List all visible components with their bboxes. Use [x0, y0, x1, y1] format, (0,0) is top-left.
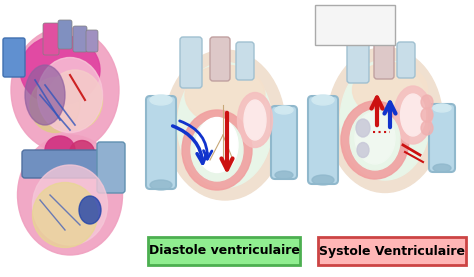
Ellipse shape: [356, 119, 370, 137]
Ellipse shape: [25, 65, 65, 125]
Ellipse shape: [37, 58, 102, 132]
Ellipse shape: [394, 86, 432, 144]
FancyBboxPatch shape: [271, 106, 297, 179]
Ellipse shape: [11, 27, 119, 153]
FancyBboxPatch shape: [180, 37, 202, 88]
Ellipse shape: [165, 50, 285, 200]
Ellipse shape: [30, 78, 80, 132]
FancyBboxPatch shape: [43, 23, 59, 55]
FancyBboxPatch shape: [97, 142, 125, 193]
Ellipse shape: [18, 135, 122, 255]
Ellipse shape: [421, 95, 433, 109]
FancyBboxPatch shape: [315, 5, 395, 45]
FancyBboxPatch shape: [236, 42, 254, 80]
Ellipse shape: [196, 117, 238, 173]
Ellipse shape: [150, 95, 172, 105]
FancyBboxPatch shape: [308, 96, 338, 184]
FancyBboxPatch shape: [429, 104, 455, 172]
Ellipse shape: [33, 183, 98, 248]
Ellipse shape: [275, 171, 293, 179]
Ellipse shape: [45, 136, 75, 164]
Ellipse shape: [353, 63, 428, 117]
Ellipse shape: [433, 164, 451, 172]
Ellipse shape: [355, 112, 395, 164]
FancyBboxPatch shape: [58, 20, 72, 49]
Text: Diastole ventriculaire: Diastole ventriculaire: [148, 245, 300, 258]
Ellipse shape: [350, 110, 400, 170]
Ellipse shape: [275, 106, 293, 114]
Ellipse shape: [177, 63, 273, 188]
Ellipse shape: [79, 196, 101, 224]
Ellipse shape: [341, 101, 409, 179]
Ellipse shape: [244, 100, 266, 140]
Ellipse shape: [357, 142, 369, 158]
FancyBboxPatch shape: [347, 35, 369, 83]
FancyBboxPatch shape: [146, 96, 176, 189]
Text: Systole Ventriculaire: Systole Ventriculaire: [319, 245, 465, 258]
FancyBboxPatch shape: [148, 237, 300, 265]
Ellipse shape: [421, 121, 433, 135]
Ellipse shape: [150, 180, 172, 190]
Ellipse shape: [33, 165, 108, 245]
FancyBboxPatch shape: [22, 150, 113, 178]
Ellipse shape: [312, 175, 334, 185]
Ellipse shape: [312, 95, 334, 105]
Ellipse shape: [185, 65, 265, 125]
Ellipse shape: [340, 60, 430, 180]
Ellipse shape: [182, 110, 252, 190]
Ellipse shape: [328, 47, 443, 193]
Ellipse shape: [20, 35, 100, 105]
FancyBboxPatch shape: [374, 37, 394, 79]
Ellipse shape: [70, 140, 94, 165]
Ellipse shape: [433, 104, 451, 112]
FancyBboxPatch shape: [73, 26, 87, 52]
FancyBboxPatch shape: [210, 37, 230, 81]
FancyBboxPatch shape: [3, 38, 25, 77]
Ellipse shape: [191, 119, 243, 181]
Ellipse shape: [47, 70, 102, 130]
Ellipse shape: [237, 93, 273, 147]
FancyBboxPatch shape: [397, 42, 415, 78]
Ellipse shape: [421, 108, 433, 122]
FancyBboxPatch shape: [86, 30, 98, 52]
FancyBboxPatch shape: [318, 237, 466, 265]
Ellipse shape: [401, 94, 426, 136]
